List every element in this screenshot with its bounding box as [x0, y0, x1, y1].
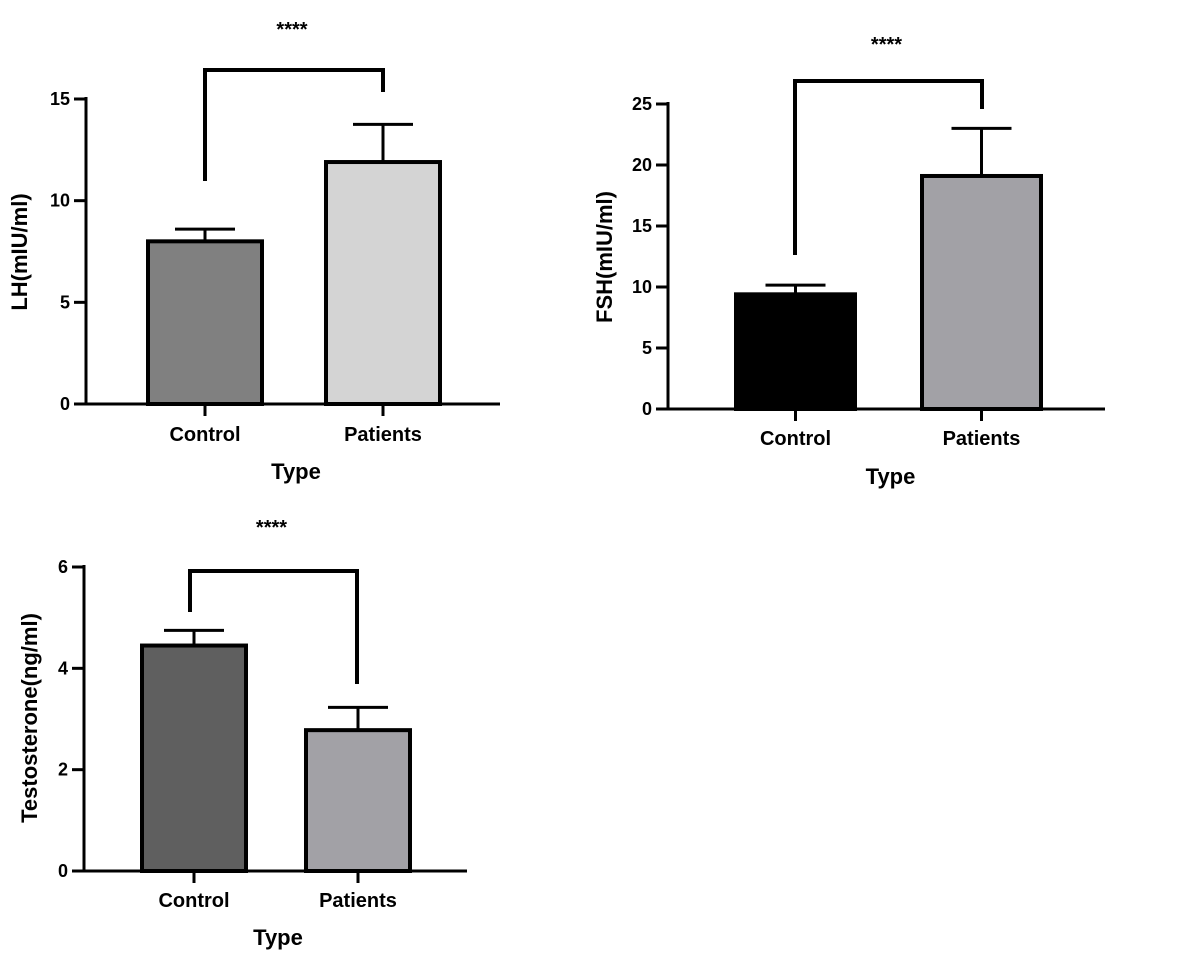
- y-tick-label: 15: [632, 216, 652, 236]
- y-tick-label: 10: [50, 191, 70, 211]
- x-tick-label: Patients: [943, 428, 1021, 450]
- significance-bracket: [203, 68, 385, 181]
- y-tick-label: 6: [58, 557, 68, 577]
- y-tick-label: 0: [60, 394, 70, 414]
- bar-control: [146, 239, 264, 406]
- fsh-panel: 0 5 10 15 20 25 Control Patients Type FSH(mIU/ml)…: [592, 34, 1105, 489]
- bar-patients: [324, 160, 442, 406]
- significance-bracket: [188, 569, 359, 684]
- y-axis-title: FSH(mIU/ml): [592, 191, 617, 323]
- y-axis-title: Testosterone(ng/ml): [17, 613, 42, 823]
- testosterone-panel: 0 2 4 6 Control Patients Type Testosterone(ng/m…: [17, 517, 467, 950]
- bar-patients: [920, 173, 1043, 411]
- lh-panel: 0 5 10 15 Control Patients Type LH(mIU/ml) ****: [7, 19, 500, 484]
- x-tick-label: Patients: [319, 890, 397, 912]
- y-tick-label: 0: [642, 399, 652, 419]
- x-tick-label: Patients: [344, 424, 422, 446]
- y-tick-label: 0: [58, 861, 68, 881]
- bar-control: [734, 292, 857, 412]
- y-tick-label: 20: [632, 155, 652, 175]
- y-tick-label: 15: [50, 89, 70, 109]
- significance-marker: ****: [276, 19, 307, 41]
- significance-marker: ****: [871, 34, 902, 56]
- x-axis-title: Type: [866, 464, 916, 489]
- x-tick-label: Control: [760, 428, 831, 450]
- y-axis-title: LH(mIU/ml): [7, 193, 32, 310]
- x-tick-label: Control: [158, 890, 229, 912]
- y-tick-label: 4: [58, 658, 68, 678]
- x-axis-title: Type: [253, 925, 303, 950]
- bar-patients: [304, 728, 412, 873]
- x-axis-title: Type: [271, 459, 321, 484]
- x-tick-label: Control: [169, 424, 240, 446]
- y-tick-label: 5: [642, 338, 652, 358]
- significance-marker: ****: [256, 517, 287, 539]
- y-tick-label: 2: [58, 760, 68, 780]
- y-tick-label: 5: [60, 292, 70, 312]
- bar-control: [140, 643, 248, 873]
- significance-bracket: [793, 79, 984, 255]
- y-tick-label: 25: [632, 94, 652, 114]
- y-tick-label: 10: [632, 277, 652, 297]
